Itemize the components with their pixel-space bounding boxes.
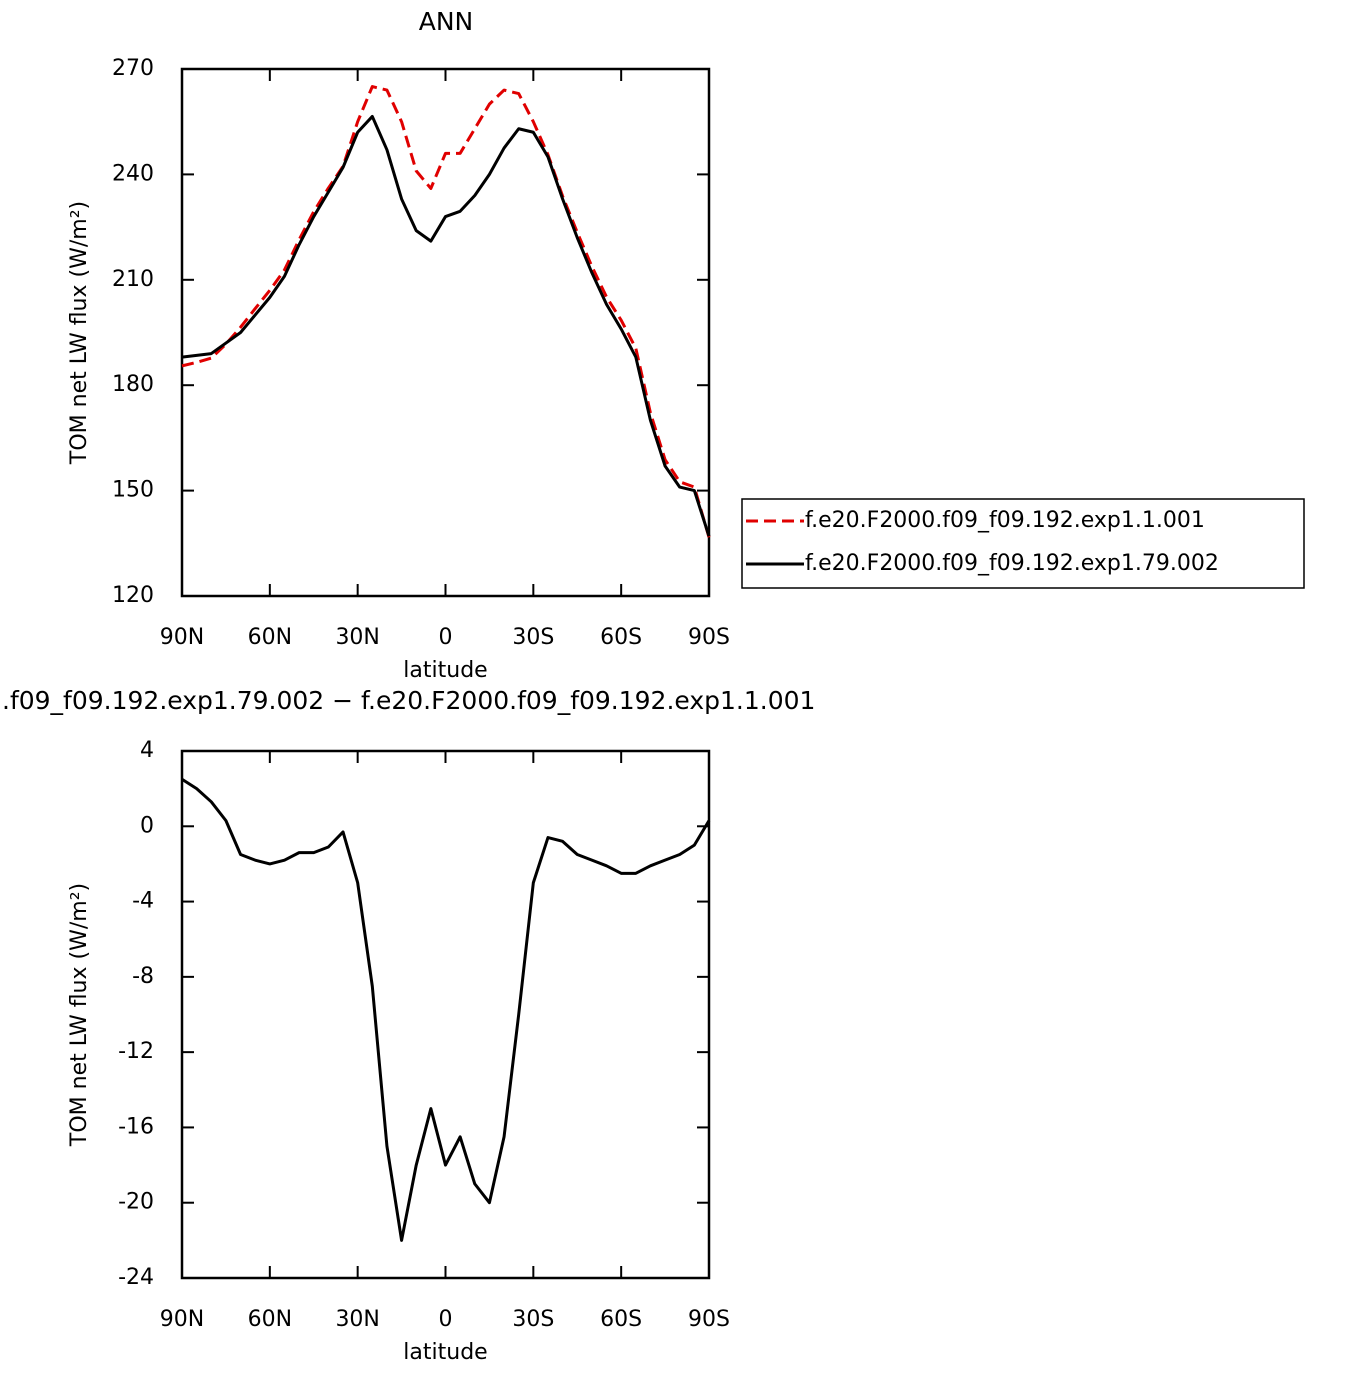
y-tick-label: -12 [118, 1039, 154, 1064]
plot-frame [180, 67, 711, 598]
y-tick-label: -20 [118, 1190, 154, 1215]
x-tick-label: 90N [160, 1307, 204, 1332]
chart-title: ANN [419, 7, 474, 36]
y-tick-label: -4 [132, 889, 154, 914]
legend-label: f.e20.F2000.f09_f09.192.exp1.1.001 [805, 508, 1205, 533]
x-tick-label: 90S [688, 625, 730, 650]
y-tick-label: 180 [112, 372, 154, 397]
x-tick-label: 30N [335, 625, 379, 650]
y-tick-label: 4 [140, 738, 154, 763]
y-tick-label: 150 [112, 478, 154, 503]
x-tick-label: 30S [512, 625, 554, 650]
x-tick-label: 60S [600, 625, 642, 650]
x-axis-label: latitude [403, 658, 487, 683]
y-tick-label: 270 [112, 56, 154, 81]
x-tick-label: 0 [439, 1307, 453, 1332]
y-tick-label: -16 [118, 1114, 154, 1139]
series-line [181, 114, 711, 537]
y-tick-label: 240 [112, 161, 154, 186]
y-axis-label: TOM net LW flux (W/m²) [67, 201, 92, 465]
y-axis-label: TOM net LW flux (W/m²) [67, 883, 92, 1147]
y-tick-label: -24 [118, 1265, 154, 1290]
x-tick-label: 0 [439, 625, 453, 650]
y-tick-label: -8 [132, 964, 154, 989]
x-axis-label: latitude [403, 1340, 487, 1365]
y-tick-label: 0 [140, 813, 154, 838]
y-tick-label: 120 [112, 583, 154, 608]
x-tick-label: 90S [688, 1307, 730, 1332]
x-tick-label: 60N [248, 625, 292, 650]
y-tick-label: 210 [112, 267, 154, 292]
x-tick-label: 30S [512, 1307, 554, 1332]
legend-box [741, 498, 1305, 589]
chart-title: .f09_f09.192.exp1.79.002 − f.e20.F2000.f… [2, 686, 815, 715]
x-tick-label: 90N [160, 625, 204, 650]
x-tick-label: 60S [600, 1307, 642, 1332]
plot-frame [180, 749, 711, 1280]
legend-label: f.e20.F2000.f09_f09.192.exp1.79.002 [805, 551, 1219, 576]
x-tick-label: 30N [335, 1307, 379, 1332]
series-line [181, 777, 711, 1242]
x-tick-label: 60N [248, 1307, 292, 1332]
series-line [181, 85, 711, 538]
